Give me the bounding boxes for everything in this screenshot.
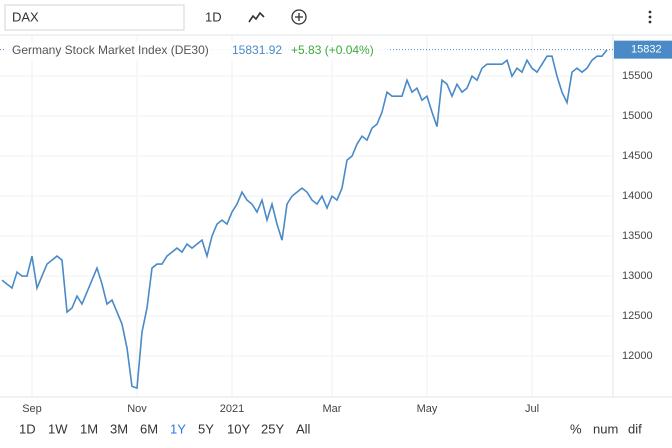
price-tag-label: 15832	[631, 44, 662, 56]
y-tick-label: 13000	[622, 270, 653, 282]
range-button[interactable]: 25Y	[261, 421, 284, 436]
range-button[interactable]: 5Y	[198, 421, 214, 436]
range-button[interactable]: 1Y	[170, 421, 186, 436]
legend-bg	[4, 42, 389, 60]
chart-title: Germany Stock Market Index (DE30)	[12, 43, 209, 57]
interval-button[interactable]: 1D	[205, 9, 222, 24]
dot	[648, 10, 652, 14]
dot	[648, 20, 652, 24]
range-button[interactable]: All	[296, 421, 311, 436]
y-tick-label: 15500	[622, 70, 653, 82]
menu-button[interactable]	[648, 10, 652, 24]
search-text[interactable]: DAX	[12, 9, 39, 24]
x-tick-label: Sep	[22, 403, 42, 415]
legend: Germany Stock Market Index (DE30) 15831.…	[4, 42, 389, 60]
x-tick-label: Nov	[127, 403, 147, 415]
y-tick-label: 12000	[622, 350, 653, 362]
mode-button[interactable]: %	[570, 421, 582, 436]
last-value: 15831.92	[232, 43, 282, 57]
plus-circle[interactable]	[291, 9, 307, 25]
mode-button[interactable]: num	[593, 421, 618, 436]
y-tick-label: 12500	[622, 310, 653, 322]
y-tick-label: 14000	[622, 190, 653, 202]
compare-button[interactable]	[291, 9, 307, 25]
y-tick-label: 14500	[622, 150, 653, 162]
y-tick-label: 13500	[622, 230, 653, 242]
chart-type-icon[interactable]	[248, 11, 265, 23]
x-tick-label: Jul	[525, 403, 539, 415]
price-tag	[614, 40, 672, 59]
x-tick-label: May	[417, 403, 438, 415]
search-box[interactable]	[4, 4, 185, 31]
x-tick-label: Mar	[323, 403, 342, 415]
change: +5.83 (+0.04%)	[291, 43, 374, 57]
mode-button[interactable]: dif	[628, 421, 642, 436]
price-line	[1, 49, 608, 390]
range-bar: 1D 1W 1M 3M 6M 1Y 5Y 10Y 25Y All% num dif	[19, 421, 642, 436]
range-button[interactable]: 10Y	[227, 421, 250, 436]
range-button[interactable]: 3M	[110, 421, 128, 436]
range-button[interactable]: 1M	[80, 421, 98, 436]
range-button[interactable]: 1D	[19, 421, 36, 436]
dot	[648, 15, 652, 19]
x-tick-label: 2021	[220, 403, 244, 415]
y-tick-label: 15000	[622, 110, 653, 122]
grid	[0, 35, 613, 397]
range-button[interactable]: 1W	[48, 421, 68, 436]
range-button[interactable]: 6M	[140, 421, 158, 436]
